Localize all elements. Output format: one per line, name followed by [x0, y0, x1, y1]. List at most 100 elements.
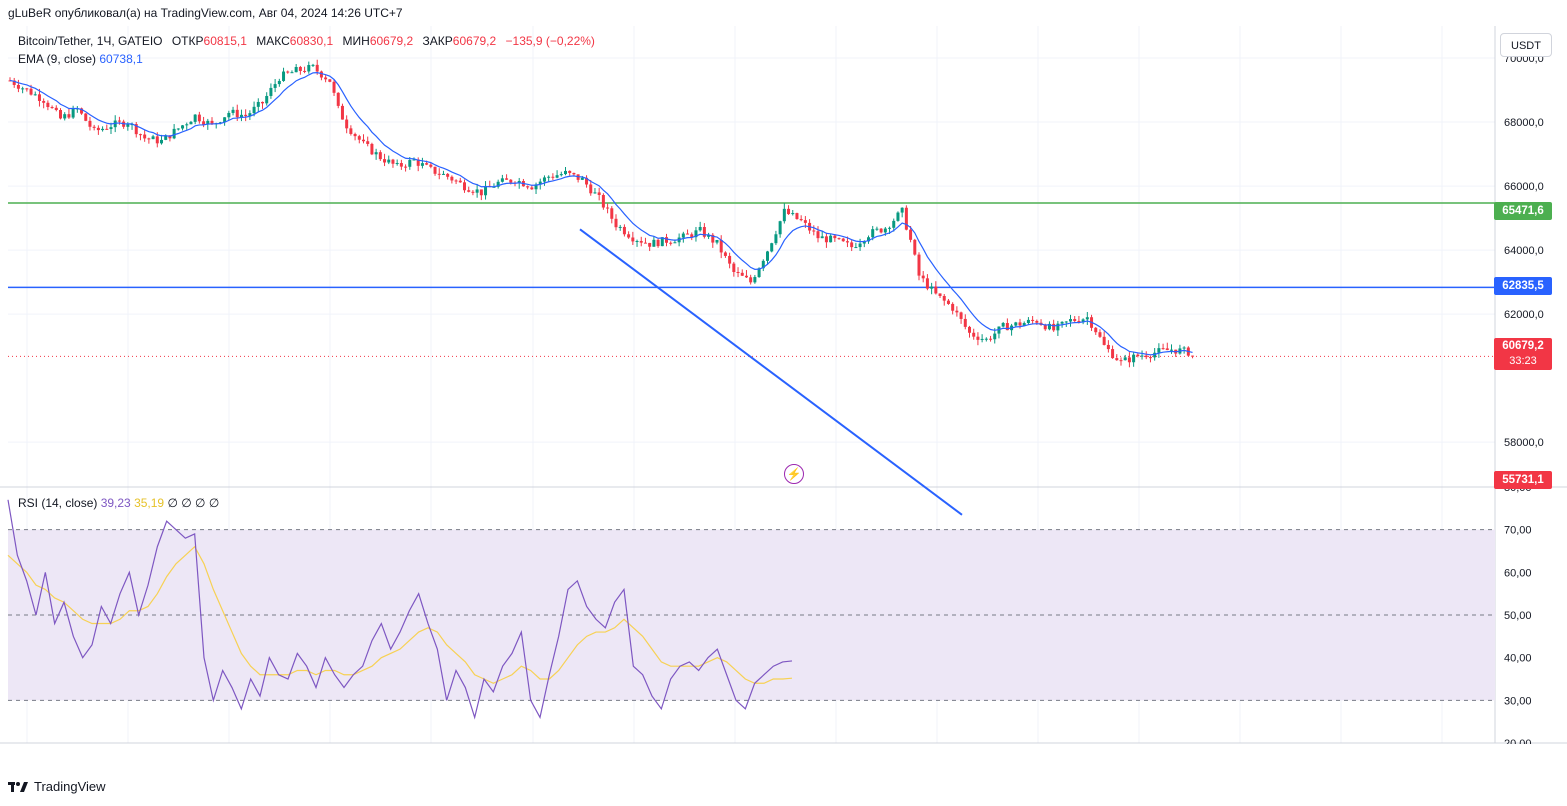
candle-body — [450, 176, 454, 181]
candle-body — [896, 212, 900, 221]
candle — [172, 124, 176, 140]
candle-body — [290, 72, 294, 74]
rsi-extra-4: ∅ — [208, 496, 220, 510]
candle-body — [715, 239, 719, 243]
candle — [892, 218, 896, 232]
candle — [879, 228, 883, 234]
candle-body — [580, 177, 584, 180]
candle — [307, 61, 311, 74]
tradingview-footer[interactable]: TradingView — [8, 779, 106, 794]
candle — [665, 233, 668, 247]
candle-body — [1001, 322, 1005, 327]
candle-body — [601, 194, 605, 208]
chart-canvas[interactable]: 70000,0 68000,0 66000,0 64000,0 62000,0 58000… — [0, 26, 1567, 744]
candle — [496, 179, 500, 189]
candle-body — [164, 135, 168, 140]
green-level-tag: 65471,6 — [1494, 202, 1552, 220]
candle — [475, 183, 479, 198]
candle-body — [223, 117, 227, 123]
price-tick-label: 68000,0 — [1504, 117, 1544, 129]
candle — [273, 79, 277, 93]
candle — [963, 314, 967, 330]
candle-body — [294, 66, 298, 73]
candle — [441, 170, 445, 175]
candle — [984, 337, 988, 342]
candle-body — [492, 186, 496, 188]
candle-body — [500, 178, 504, 182]
candle — [766, 250, 769, 265]
candle — [63, 112, 67, 121]
candle — [378, 150, 382, 161]
ema-legend[interactable]: EMA (9, close) 60738,1 — [18, 52, 143, 66]
candle — [84, 113, 88, 122]
candle-body — [50, 107, 54, 109]
candle — [458, 177, 462, 183]
candle-body — [875, 228, 879, 230]
candle — [799, 215, 803, 222]
candle-body — [774, 234, 778, 244]
candle-body — [256, 101, 260, 107]
candle-body — [614, 218, 618, 228]
candle — [1047, 321, 1051, 331]
candle-body — [471, 191, 475, 193]
candle — [336, 92, 340, 109]
candle — [681, 231, 685, 243]
candle — [795, 212, 799, 220]
candle-body — [925, 278, 929, 289]
candle-body — [968, 326, 971, 333]
candle — [968, 325, 971, 338]
candle — [1170, 344, 1173, 354]
currency-button[interactable]: USDT — [1500, 33, 1552, 57]
candle — [614, 214, 618, 231]
candle — [75, 106, 79, 113]
candle-body — [67, 114, 71, 118]
candle-body — [585, 177, 589, 185]
candle-body — [904, 207, 908, 230]
candle — [824, 232, 828, 248]
candle-body — [942, 295, 946, 301]
candle-body — [930, 286, 934, 289]
candle-body — [1098, 332, 1102, 337]
candle-body — [1018, 322, 1022, 326]
candle-body — [627, 234, 631, 238]
candle-body — [147, 138, 151, 140]
candle-body — [606, 207, 610, 209]
candle — [134, 121, 138, 138]
rsi-value: 39,23 — [100, 496, 131, 510]
lightning-icon[interactable]: ⚡ — [784, 464, 804, 484]
candle — [324, 75, 328, 83]
symbol-label[interactable]: Bitcoin/Tether, 1Ч, GATEIO — [18, 34, 163, 48]
candle-body — [1060, 321, 1064, 324]
candle-body — [1111, 349, 1115, 359]
candle-body — [551, 176, 555, 178]
candle-body — [416, 159, 420, 166]
candle — [420, 157, 424, 169]
candle-body — [273, 84, 277, 88]
candle-body — [206, 120, 210, 125]
candle — [909, 225, 913, 243]
candle-body — [572, 172, 576, 175]
candle — [505, 174, 509, 180]
high-label: МАКС — [256, 34, 290, 48]
price-tick-label: 58000,0 — [1504, 437, 1544, 449]
candle-body — [955, 310, 959, 313]
candle-body — [1081, 319, 1085, 323]
rsi-legend[interactable]: RSI (14, close) 39,23 35,19 ∅ ∅ ∅ ∅ — [18, 496, 219, 510]
candle-body — [1140, 355, 1144, 357]
candle — [59, 108, 62, 120]
candle-body — [353, 133, 357, 137]
candle — [698, 221, 702, 232]
candle — [564, 166, 567, 176]
candle — [21, 86, 25, 94]
candle — [867, 235, 870, 244]
candle — [176, 128, 180, 131]
candle — [1081, 318, 1085, 325]
candle-body — [694, 230, 698, 238]
candle — [12, 77, 16, 88]
candle-body — [610, 208, 614, 219]
candle-body — [648, 242, 652, 247]
candle-body — [429, 164, 433, 167]
candle — [185, 122, 189, 130]
candle-body — [1182, 347, 1186, 349]
candle-body — [1170, 349, 1173, 351]
